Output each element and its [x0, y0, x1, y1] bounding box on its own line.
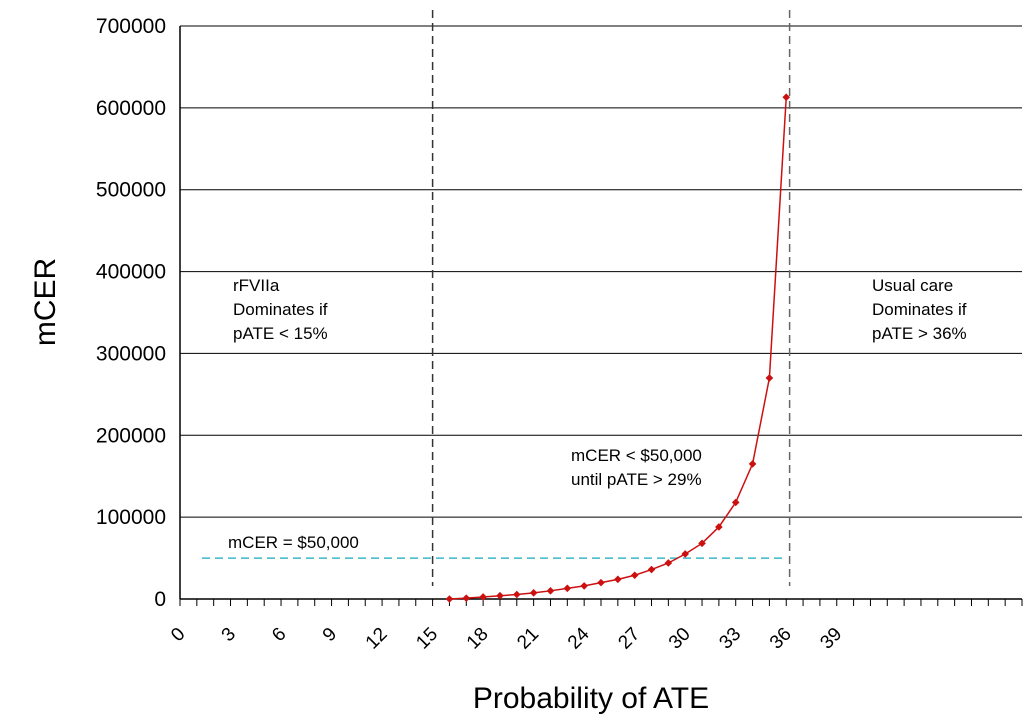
- x-tick-label: 27: [614, 624, 644, 654]
- annotation-text: pATE < 15%: [233, 324, 328, 343]
- annotation-text: Dominates if: [233, 300, 328, 319]
- y-axis-ticks: 0 100000 200000 300000 400000 500000 600000 700…: [96, 15, 166, 611]
- gridlines: [180, 25, 1022, 518]
- y-tick-label: 400000: [96, 261, 166, 284]
- y-tick-label: 200000: [96, 424, 166, 447]
- y-tick-label: 0: [154, 588, 166, 611]
- data-point: [731, 498, 740, 507]
- data-point: [765, 374, 774, 382]
- data-point: [479, 593, 487, 601]
- annotation-text: until pATE > 29%: [571, 470, 702, 489]
- x-tick-label: 6: [268, 624, 290, 646]
- data-point: [681, 550, 689, 558]
- data-point: [563, 584, 572, 593]
- x-tick-label: 33: [715, 624, 745, 654]
- x-tick-label: 24: [564, 623, 594, 653]
- y-axis-label: mCER: [29, 258, 62, 346]
- data-point: [513, 590, 521, 599]
- annotation-text: Dominates if: [872, 300, 967, 319]
- x-tick-label: 21: [513, 624, 543, 654]
- data-point: [614, 575, 622, 584]
- annotation-text: mCER < $50,000: [571, 446, 702, 465]
- data-point: [445, 595, 454, 603]
- y-tick-label: 600000: [96, 97, 166, 120]
- data-point: [496, 591, 504, 600]
- annotation-text: mCER = $50,000: [228, 533, 359, 552]
- data-point: [630, 571, 639, 580]
- x-tick-label: 9: [319, 624, 341, 646]
- x-tick-label: 36: [766, 624, 796, 654]
- y-tick-label: 700000: [96, 15, 166, 38]
- x-tick-label: 30: [665, 624, 695, 654]
- x-tick-label: 3: [218, 624, 240, 646]
- x-tick-label: 0: [167, 624, 189, 646]
- annotation-text: rFVIIa: [233, 276, 280, 295]
- series-line: [449, 97, 787, 600]
- reference-lines: [202, 10, 791, 586]
- y-tick-label: 500000: [96, 179, 166, 202]
- data-point: [462, 594, 471, 602]
- annotation-text: pATE > 36%: [872, 324, 967, 343]
- annotations: rFVIIa Dominates if pATE < 15% Usual care Do…: [228, 276, 967, 552]
- data-point: [546, 587, 555, 595]
- x-tick-label: 18: [463, 624, 493, 654]
- annotation-text: Usual care: [872, 276, 953, 295]
- data-point: [698, 539, 706, 548]
- x-tick-label: 12: [362, 624, 392, 654]
- data-point: [597, 578, 605, 587]
- y-tick-label: 300000: [96, 342, 166, 365]
- x-axis-ticks: 0 3 6 9 12 15 18 21 24 27 30 33 36 39: [167, 599, 1023, 654]
- data-point: [664, 559, 673, 567]
- data-point: [529, 589, 538, 597]
- data-series: [445, 93, 791, 603]
- data-point: [748, 460, 757, 468]
- y-tick-label: 100000: [96, 506, 166, 529]
- x-axis-label: Probability of ATE: [473, 682, 709, 715]
- data-point: [580, 582, 588, 590]
- data-point: [715, 523, 723, 531]
- data-point: [647, 565, 656, 574]
- data-point: [782, 93, 791, 102]
- x-tick-label: 15: [412, 624, 442, 654]
- x-tick-label: 39: [816, 624, 846, 654]
